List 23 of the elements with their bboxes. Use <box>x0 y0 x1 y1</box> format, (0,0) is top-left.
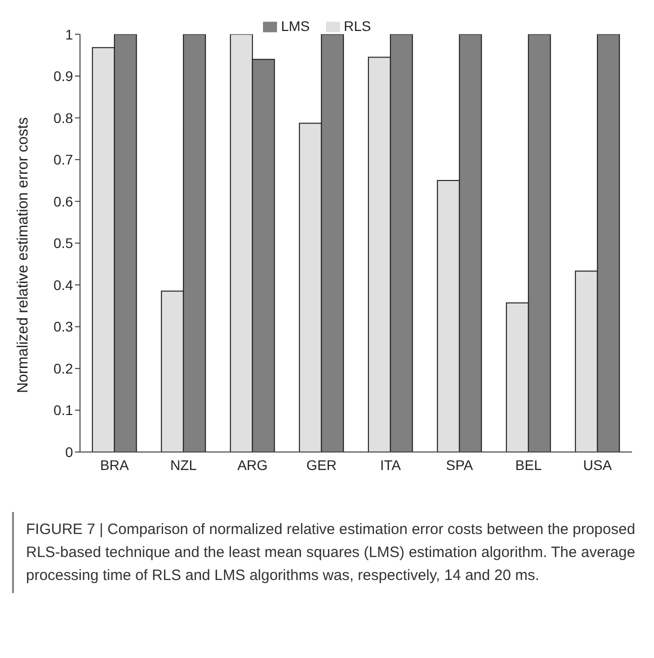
x-tick-label: SPA <box>446 456 474 473</box>
x-tick-label: ARG <box>237 456 268 473</box>
y-tick-label: 0.6 <box>54 193 74 210</box>
y-tick-label: 1 <box>65 26 74 42</box>
y-tick-label: 0.4 <box>54 276 74 293</box>
legend-label: LMS <box>280 18 310 34</box>
x-tick-label: BEL <box>515 456 542 473</box>
x-tick-label: USA <box>583 456 613 473</box>
caption: FIGURE 7 | Comparison of normalized relative estimation error costs between the proposed RLS-based technique and the least mean squares (LMS) estimation algorithm. The average processing time of RLS and LMS algorithms was, respectively, 14 and 20 ms. <box>26 520 636 586</box>
x-tick-label: BRA <box>100 456 130 473</box>
y-tick-label: 0.7 <box>54 152 74 168</box>
y-tick-label: 0.3 <box>54 318 74 335</box>
y-tick-label: 0.8 <box>54 110 74 126</box>
y-axis-title: Normalized relative estimation error costs <box>14 117 32 394</box>
y-tick-label: 0.1 <box>54 402 74 418</box>
legend-label: RLS <box>344 18 372 34</box>
x-tick-label: NZL <box>170 456 197 473</box>
x-tick-label: GER <box>306 456 337 473</box>
y-tick-label: 0 <box>65 444 74 460</box>
y-tick-label: 0.5 <box>54 235 74 252</box>
x-tick-label: ITA <box>380 456 402 473</box>
y-tick-label: 0.2 <box>54 360 74 376</box>
y-tick-label: 0.9 <box>54 68 74 84</box>
